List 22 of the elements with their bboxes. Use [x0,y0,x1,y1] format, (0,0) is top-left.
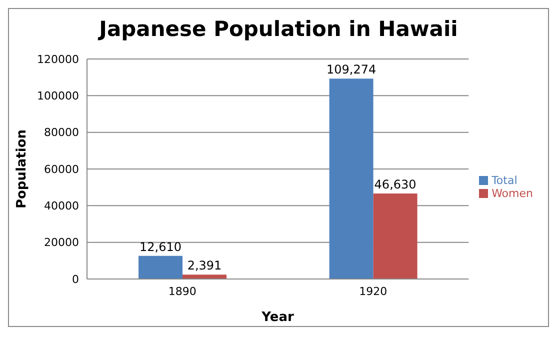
bar [182,274,227,279]
chart-title: Japanese Population in Hawaii [97,17,459,43]
y-axis-title: Population [14,129,30,209]
y-tick-label: 100000 [37,90,79,103]
data-label: 46,630 [374,178,416,192]
y-tick-label: 80000 [44,126,79,140]
y-tick-label: 120000 [37,52,79,66]
y-tick-label: 0 [72,272,79,286]
x-tick-label: 1920 [359,284,388,298]
y-tick-label: 40000 [44,200,79,213]
bar [373,194,418,279]
legend-label: Total [492,174,518,186]
data-label: 12,610 [140,240,182,254]
bar [329,78,374,279]
x-axis-title: Year [260,310,294,325]
x-tick-label: 1890 [168,284,196,298]
bar [138,256,183,279]
data-label: 2,391 [187,258,222,273]
y-tick-label: 60000 [44,162,79,176]
y-tick-label: 20000 [44,236,79,250]
legend-label: Women [492,186,533,200]
data-label: 109,274 [326,62,376,77]
